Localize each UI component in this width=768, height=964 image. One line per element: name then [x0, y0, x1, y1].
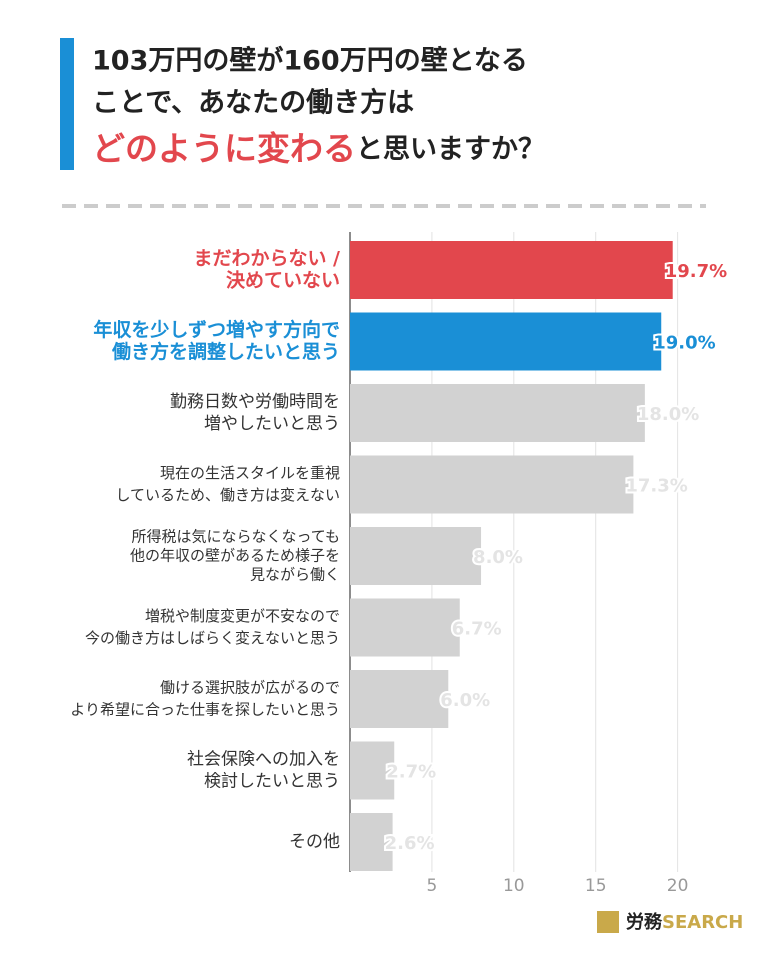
value-label: 2.6%	[385, 833, 435, 854]
value-label: 8.0%	[473, 547, 523, 568]
title-accent	[60, 38, 74, 170]
value-label: 18.0%	[637, 404, 699, 425]
x-tick-label: 15	[585, 876, 607, 896]
category-label: しているため、働き方は変えない	[115, 486, 340, 504]
bar	[350, 241, 673, 299]
title-rest: と思いますか？	[356, 134, 545, 165]
value-label: 19.0%	[653, 333, 715, 354]
value-label: 19.7%	[665, 261, 727, 282]
category-label: 増税や制度変更が不安なので	[145, 607, 340, 625]
bar	[350, 813, 393, 871]
category-label: 所得税は気にならなくなっても	[131, 528, 340, 546]
category-label: 働き方を調整したいと思う	[111, 340, 340, 363]
category-label: 勤務日数や労働時間を	[170, 392, 340, 412]
bar	[350, 741, 395, 800]
brand-b: SEARCH	[662, 912, 743, 933]
chart-title: どのように変わると思いますか？	[92, 129, 545, 168]
bar	[350, 455, 634, 514]
brand-icon	[597, 911, 619, 933]
category-label: 見ながら働く	[250, 566, 340, 584]
category-label: 増やしたいと思う	[204, 414, 340, 434]
category-label: 決めていない	[226, 270, 340, 292]
chart-title: 103万円の壁が160万円の壁となる	[92, 45, 528, 77]
value-label: 2.7%	[386, 762, 436, 783]
value-label: 6.7%	[452, 619, 502, 640]
bar	[350, 670, 449, 728]
x-tick-label: 20	[667, 876, 689, 896]
category-label: その他	[289, 832, 340, 852]
title-highlight: どのように変わる	[92, 129, 356, 168]
bar	[350, 527, 482, 585]
category-label: 今の働き方はしばらく変えないと思う	[85, 629, 340, 647]
category-label: 他の年収の壁があるため様子を	[130, 547, 340, 565]
bar	[350, 312, 662, 371]
category-label: まだわからない /	[193, 248, 340, 270]
category-label: 現在の生活スタイルを重視	[160, 464, 340, 482]
category-label: 年収を少しずつ増やす方向で	[93, 318, 340, 341]
brand: 労務SEARCH	[626, 911, 743, 933]
category-label: より希望に合った仕事を探したいと思う	[70, 701, 340, 719]
bar	[350, 598, 460, 657]
value-label: 17.3%	[625, 476, 687, 497]
x-tick-label: 5	[426, 876, 437, 896]
brand-a: 労務	[626, 911, 663, 933]
category-label: 働ける選択肢が広がるので	[160, 679, 340, 697]
chart-title: ことで、あなたの働き方は	[92, 87, 414, 119]
value-label: 6.0%	[440, 690, 490, 711]
bar	[350, 384, 645, 442]
category-label: 社会保険への加入を	[187, 750, 340, 770]
x-tick-label: 10	[503, 876, 525, 896]
category-label: 検討したいと思う	[204, 772, 340, 792]
